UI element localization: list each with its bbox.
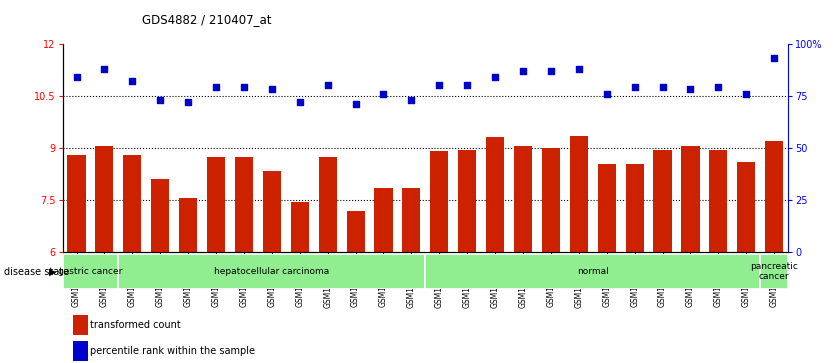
Point [545, 68, 558, 74]
Point [600, 91, 614, 97]
Point [433, 82, 446, 88]
Bar [68, 155, 86, 252]
Point [377, 91, 390, 97]
Bar [430, 151, 449, 252]
Bar [761, 254, 788, 289]
Point [516, 68, 530, 74]
Point [237, 85, 250, 90]
Bar [458, 150, 476, 252]
Point [182, 99, 195, 105]
Bar [654, 150, 671, 252]
Bar [179, 198, 197, 252]
Bar [235, 156, 253, 252]
Point [98, 66, 111, 72]
Point [684, 87, 697, 93]
Bar [374, 188, 393, 252]
Point [740, 91, 753, 97]
Point [209, 85, 223, 90]
Text: percentile rank within the sample: percentile rank within the sample [90, 346, 255, 356]
Bar [626, 164, 644, 252]
Text: normal: normal [577, 267, 609, 276]
Text: hepatocellular carcinoma: hepatocellular carcinoma [214, 267, 329, 276]
Bar [63, 254, 118, 289]
Bar [402, 188, 420, 252]
Point [349, 101, 362, 107]
Text: gastric cancer: gastric cancer [58, 267, 123, 276]
Bar [346, 211, 364, 252]
Text: pancreatic
cancer: pancreatic cancer [751, 262, 798, 281]
Bar [425, 254, 761, 289]
Bar [291, 202, 309, 252]
Bar [207, 156, 225, 252]
Bar [263, 171, 281, 252]
Bar [151, 179, 169, 252]
Bar [709, 150, 727, 252]
Bar [681, 146, 700, 252]
Bar [118, 254, 425, 289]
Point [628, 85, 641, 90]
Point [489, 74, 502, 80]
Point [126, 78, 139, 84]
Point [153, 97, 167, 103]
Text: transformed count: transformed count [90, 320, 181, 330]
Bar [598, 164, 615, 252]
Point [711, 85, 725, 90]
Bar [514, 146, 532, 252]
Bar [95, 146, 113, 252]
Bar [486, 138, 505, 252]
Text: ▶: ▶ [49, 266, 57, 277]
Bar [319, 156, 337, 252]
Point [293, 99, 306, 105]
Point [404, 97, 418, 103]
Point [321, 82, 334, 88]
Point [572, 66, 585, 72]
Point [265, 87, 279, 93]
Point [656, 85, 669, 90]
Point [767, 55, 781, 61]
Bar [570, 136, 588, 252]
Bar [123, 155, 142, 252]
Text: GDS4882 / 210407_at: GDS4882 / 210407_at [142, 13, 271, 26]
Text: disease state: disease state [4, 266, 69, 277]
Bar [765, 141, 783, 252]
Point [460, 82, 474, 88]
Bar [542, 148, 560, 252]
Bar [737, 162, 756, 252]
Point [70, 74, 83, 80]
